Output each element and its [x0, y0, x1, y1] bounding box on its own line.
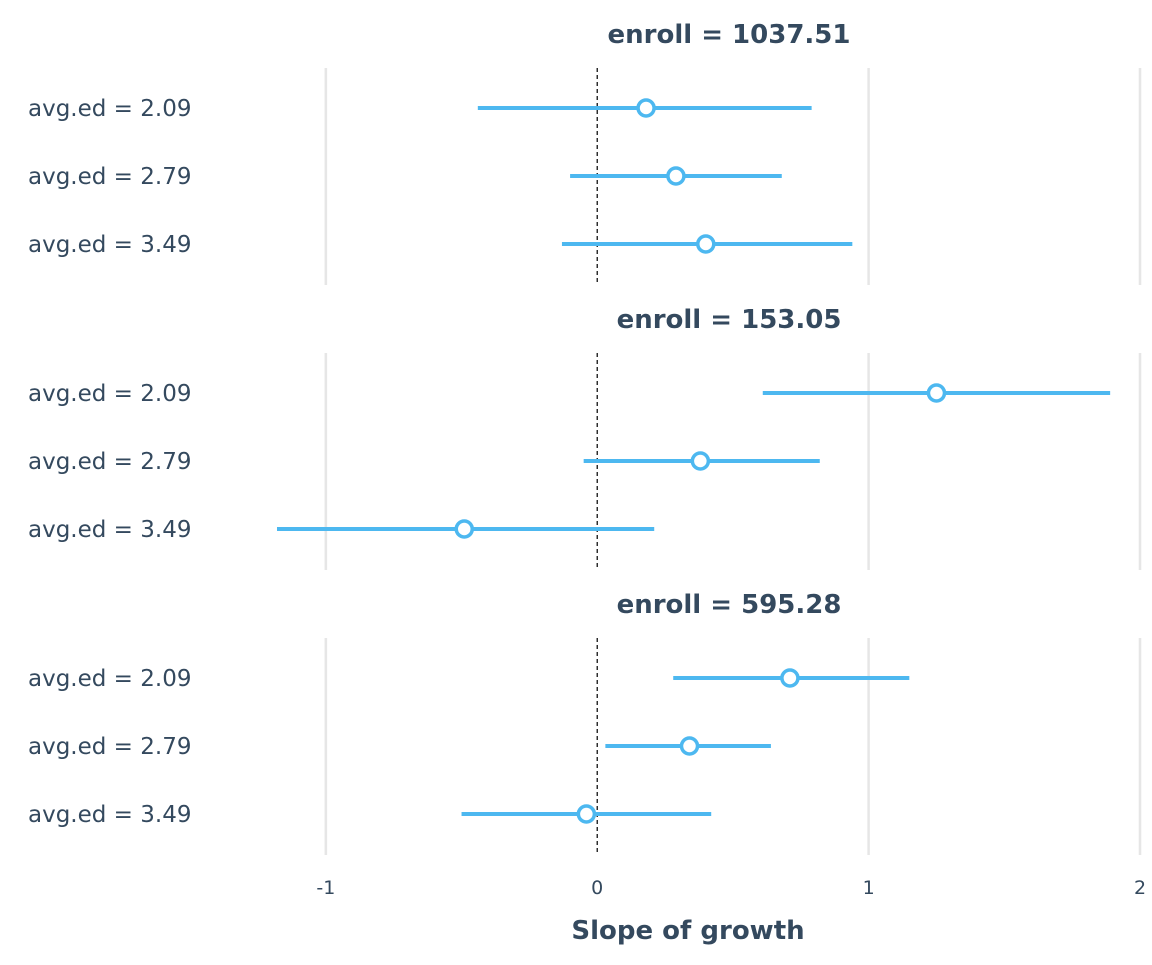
row-label: avg.ed = 2.09	[28, 666, 191, 692]
estimate-point	[780, 668, 800, 688]
row-label: avg.ed = 3.49	[28, 802, 191, 828]
estimate-point	[679, 736, 700, 756]
estimate-point	[666, 166, 686, 186]
row-label: avg.ed = 2.79	[28, 449, 191, 475]
row-label: avg.ed = 3.49	[28, 232, 191, 258]
row-label: avg.ed = 2.79	[28, 164, 191, 190]
estimate-point	[636, 98, 656, 118]
estimate-point	[690, 451, 711, 471]
estimate-point	[454, 519, 475, 539]
row-label: avg.ed = 2.09	[28, 381, 191, 407]
estimate-point	[926, 383, 947, 403]
panel-title: enroll = 153.05	[617, 305, 842, 335]
x-tick-label: 0	[591, 877, 603, 899]
estimate-point	[576, 804, 597, 824]
x-tick-label: 1	[863, 877, 875, 899]
x-tick-label: -1	[316, 877, 335, 899]
estimate-point	[696, 234, 716, 254]
row-label: avg.ed = 2.79	[28, 734, 191, 760]
panel-title: enroll = 595.28	[617, 590, 842, 620]
x-axis-title: Slope of growth	[571, 916, 804, 946]
panel-title: enroll = 1037.51	[608, 20, 851, 50]
x-tick-label: 2	[1134, 877, 1146, 899]
row-label: avg.ed = 2.09	[28, 96, 191, 122]
row-label: avg.ed = 3.49	[28, 517, 191, 543]
